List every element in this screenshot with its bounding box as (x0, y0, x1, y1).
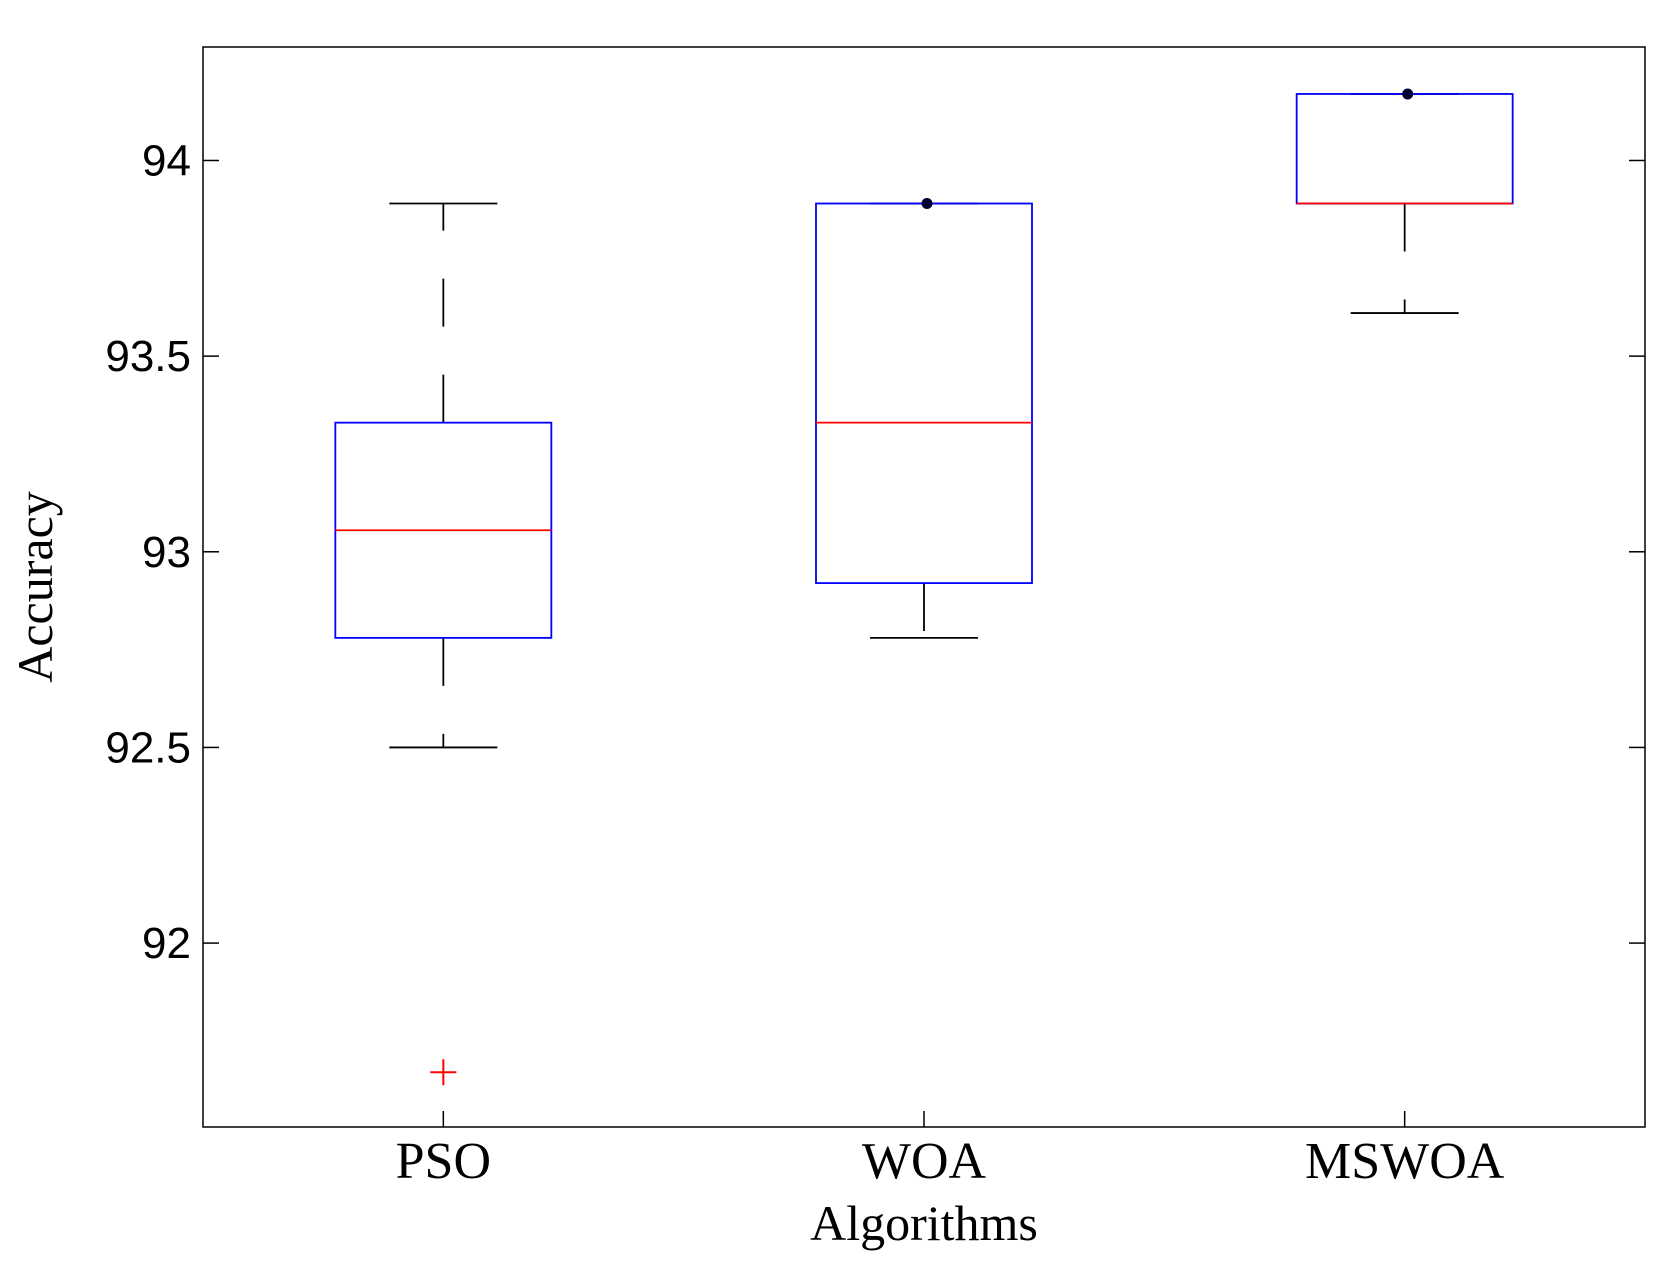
x-tick-label: WOA (862, 1133, 987, 1190)
y-tick-label: 92.5 (105, 723, 191, 772)
y-tick-label: 94 (142, 136, 191, 185)
boxes (334, 88, 1514, 1086)
data-dot (1402, 88, 1414, 100)
y-tick-label: 92 (142, 919, 191, 968)
data-dot (921, 198, 933, 210)
x-axis-label: Algorithms (810, 1195, 1038, 1251)
box-group-woa (815, 198, 1033, 639)
box-group-mswoa (1295, 88, 1514, 314)
y-axis: 92 92.5 93 93.5 94 (105, 136, 1645, 968)
y-axis-label: Accuracy (7, 491, 63, 683)
x-tick-label: PSO (396, 1133, 491, 1190)
x-tick-label: MSWOA (1305, 1133, 1505, 1190)
y-tick-label: 93.5 (105, 332, 191, 381)
box-group-pso (334, 202, 553, 1086)
x-axis: PSO WOA MSWOA (396, 1111, 1505, 1190)
y-tick-label: 93 (142, 528, 191, 577)
